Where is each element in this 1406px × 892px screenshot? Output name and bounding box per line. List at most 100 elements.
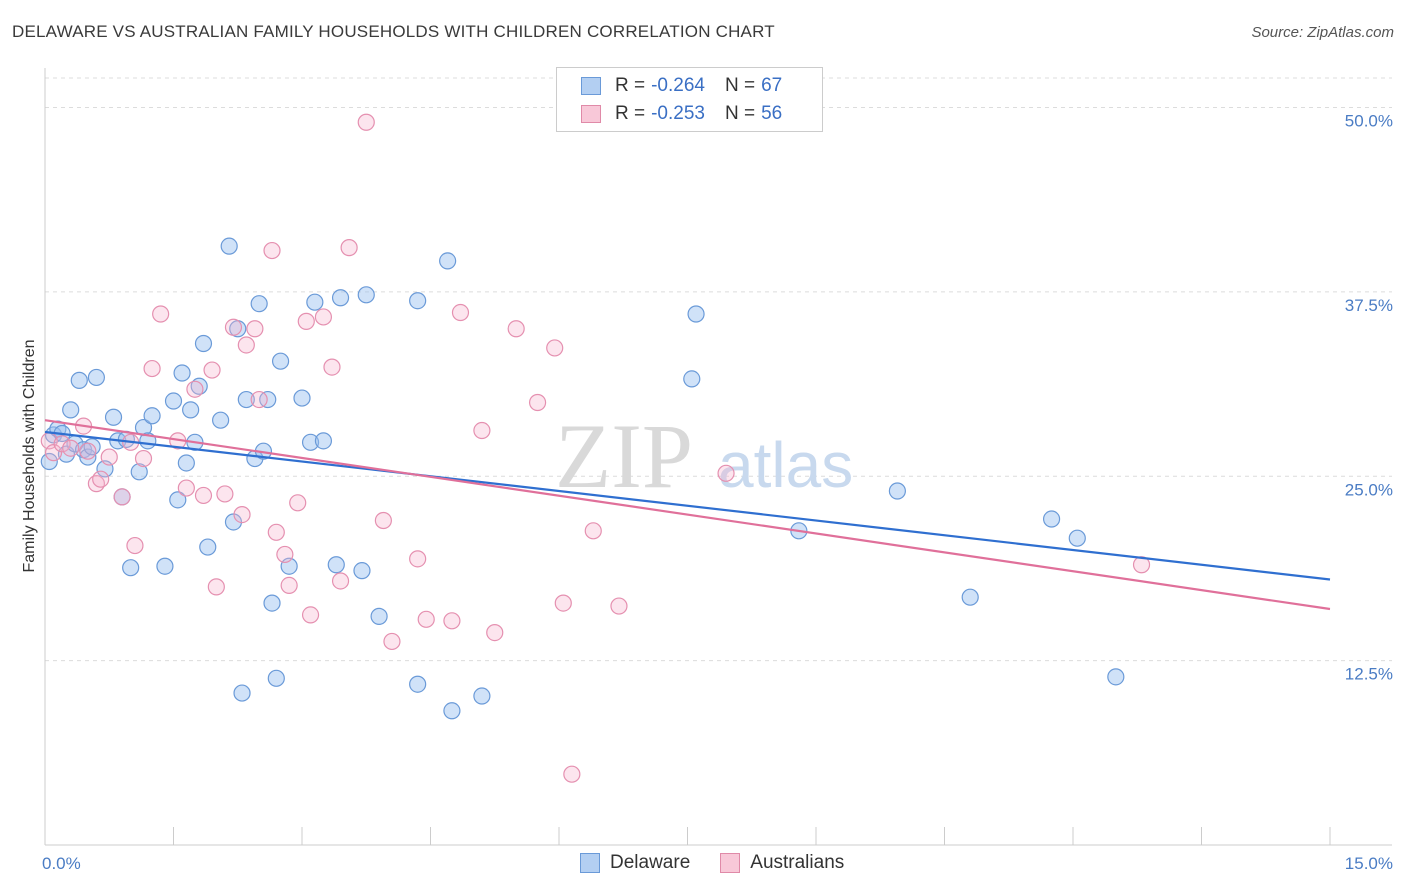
legend-n-label: N = [724,103,756,124]
point-australians [177,479,195,497]
point-delaware [199,538,217,556]
point-australians [126,536,144,555]
point-australians [92,470,110,488]
point-delaware [164,392,183,410]
point-australians [276,545,294,564]
legend-n-value: 67 [761,75,783,96]
point-australians [289,494,307,512]
y-tick-label: 37.5% [1345,296,1393,315]
trend-lines [44,419,1331,611]
point-delaware [687,305,705,323]
point-delaware [122,559,140,577]
point-delaware [173,364,191,382]
source-label: Source: ZipAtlas.com [1251,24,1394,41]
watermark-zip: ZIP [555,405,693,507]
series-name-delaware: Delaware [610,852,691,873]
point-delaware [70,371,88,389]
point-delaware [683,370,701,388]
point-delaware [87,368,106,387]
point-delaware [961,588,979,606]
legend-n-label: N = [724,75,756,96]
trend-line-delaware [44,430,1331,581]
tick-labels: 12.5% 25.0% 37.5% 50.0% 0.0% 15.0% [42,112,1393,874]
point-australians [113,488,131,506]
y-tick-label: 25.0% [1345,480,1393,499]
point-australians [267,523,285,541]
legend-r-value: -0.264 [651,75,705,96]
point-australians [263,241,281,260]
point-delaware [177,454,195,472]
point-australians [563,765,581,783]
point-australians [357,113,375,131]
legend-n-value: 56 [761,103,783,124]
point-delaware [182,401,200,419]
legend-swatch-delaware [581,77,601,95]
series-name-australians: Australians [750,852,845,873]
point-delaware [370,607,388,625]
point-delaware [233,684,251,702]
point-australians [473,421,491,440]
legend-row-australians: R = -0.253 N = 56 [581,102,782,126]
point-delaware [1042,510,1061,528]
point-delaware [267,669,285,687]
point-australians [409,550,427,568]
point-australians [297,312,315,330]
point-australians [233,505,251,524]
point-australians [194,486,213,505]
point-australians [186,380,204,398]
point-delaware [156,557,174,575]
chart-title: DELAWARE VS AUSTRALIAN FAMILY HOUSEHOLDS… [12,22,775,41]
point-australians [143,359,161,378]
point-delaware [143,407,161,425]
point-australians [301,606,320,624]
legend: R = -0.264 N = 67 R = -0.253 N = 56 [556,67,823,132]
point-australians [374,511,392,530]
point-delaware [353,562,371,580]
point-delaware [169,491,187,509]
point-australians [237,336,255,354]
point-delaware [473,687,491,705]
point-australians [451,303,470,322]
point-delaware [293,389,311,407]
point-australians [340,239,358,257]
point-delaware [130,463,148,481]
point-australians [280,576,298,595]
point-australians [207,578,225,596]
point-australians [203,361,221,379]
point-australians [443,612,461,630]
point-australians [1132,556,1151,574]
series-swatch-delaware [580,853,600,873]
x-tick-label: 15.0% [1345,854,1393,873]
point-delaware [250,295,268,313]
point-australians [53,435,71,453]
series-legend: Delaware Australians [580,852,874,874]
point-australians [314,308,333,326]
point-australians [100,448,118,466]
point-delaware [1107,668,1125,686]
legend-r-value: -0.253 [651,103,705,124]
point-australians [507,320,525,338]
point-australians [546,339,564,357]
legend-r-label: R = [615,75,646,96]
point-australians [62,439,80,457]
series-legend-delaware: Delaware [580,852,690,874]
point-australians [44,444,63,462]
point-delaware [439,252,457,270]
point-delaware [104,408,123,426]
point-australians [250,390,268,409]
watermark-atlas: atlas [718,429,853,501]
point-delaware [1068,529,1086,547]
point-delaware [357,286,375,304]
axes [44,68,1392,846]
point-delaware [263,594,281,612]
point-delaware [443,702,461,720]
point-delaware [62,401,80,419]
point-delaware [271,352,290,370]
point-delaware [237,390,255,409]
gridlines [45,77,1392,662]
point-australians [79,442,97,460]
legend-row-delaware: R = -0.264 N = 67 [581,74,782,98]
y-tick-label: 12.5% [1345,665,1393,684]
trend-line-australians [44,419,1331,611]
